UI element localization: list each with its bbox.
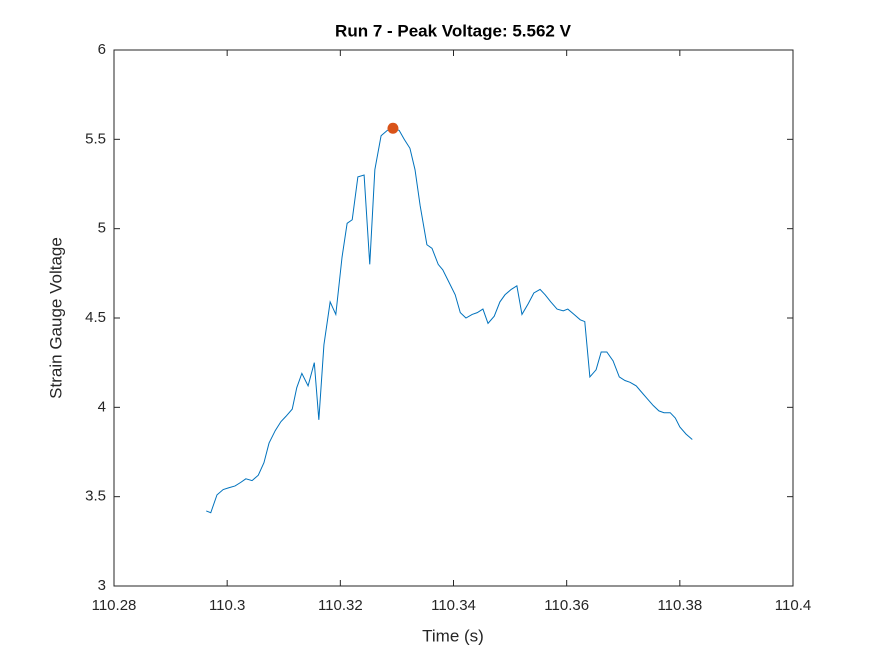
chart-title: Run 7 - Peak Voltage: 5.562 V <box>335 21 572 40</box>
x-tick-label: 110.28 <box>92 597 137 614</box>
y-tick-label: 5.5 <box>85 130 106 147</box>
x-tick-label: 110.4 <box>775 597 811 614</box>
y-tick-label: 5 <box>98 220 106 237</box>
x-tick-label: 110.34 <box>431 597 476 614</box>
x-axis-label: Time (s) <box>422 626 484 645</box>
plot-area <box>113 49 794 587</box>
peak-marker <box>387 122 399 134</box>
data-line <box>206 127 693 514</box>
x-tick-label: 110.32 <box>318 597 363 614</box>
y-tick-label: 3.5 <box>85 488 106 505</box>
y-tick-label: 4 <box>98 398 106 415</box>
y-tick-label: 4.5 <box>85 309 106 326</box>
y-tick-label: 6 <box>98 41 106 58</box>
y-axis-label: Strain Gauge Voltage <box>46 237 65 399</box>
y-tick-label: 3 <box>98 577 106 594</box>
x-tick-label: 110.3 <box>209 597 245 614</box>
x-tick-label: 110.38 <box>657 597 702 614</box>
x-tick-label: 110.36 <box>544 597 589 614</box>
